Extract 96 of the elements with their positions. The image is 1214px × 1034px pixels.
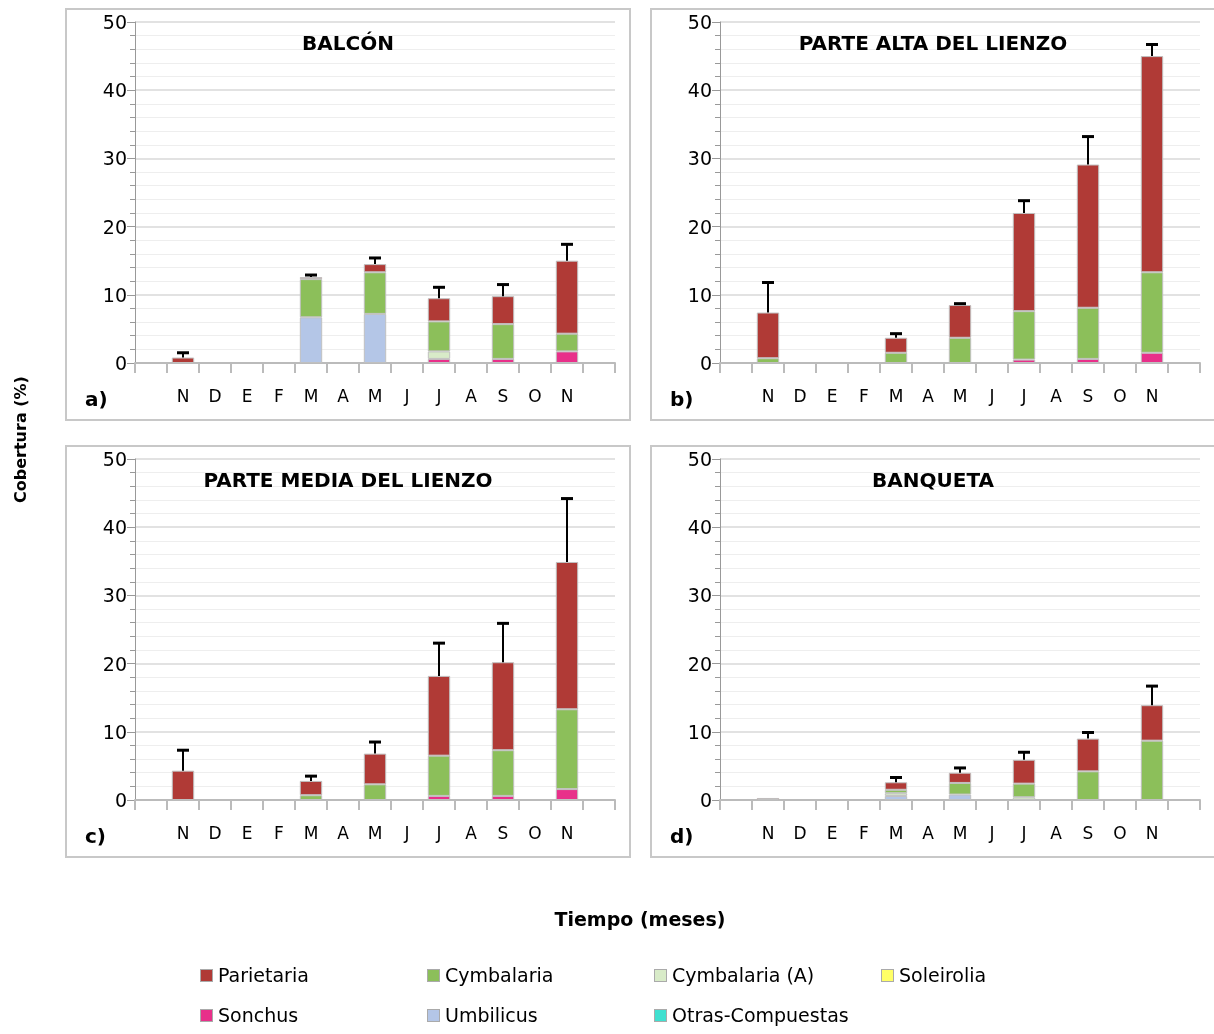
x-tick-label: D — [208, 822, 222, 843]
y-tick-label: 40 — [687, 79, 712, 102]
x-tick-label: F — [274, 385, 284, 406]
y-tick-label: 0 — [114, 789, 127, 811]
text: PARTE ALTA DEL LIENZO — [798, 31, 1068, 55]
legend-label: Otras-Compuestas — [672, 1004, 849, 1026]
y-tick-label: 40 — [102, 79, 127, 102]
x-tick-label: M — [367, 385, 383, 406]
text: c) — [85, 824, 106, 848]
x-tick-label: A — [1050, 385, 1063, 406]
y-tick-label: 30 — [687, 584, 712, 607]
y-tick-label: 0 — [699, 789, 712, 811]
y-tick-label: 30 — [102, 147, 127, 170]
bar — [756, 312, 780, 359]
x-tick-label: A — [465, 385, 478, 406]
y-tick-label: 20 — [687, 215, 712, 238]
x-tick-label: O — [1113, 385, 1127, 406]
y-tick-label: 10 — [102, 720, 127, 743]
x-tick-label: O — [528, 385, 542, 406]
y-tick-label: 20 — [102, 215, 127, 238]
x-tick-label: E — [826, 822, 838, 843]
x-axis-title: Tiempo (meses) — [553, 908, 727, 930]
y-tick-label: 40 — [687, 516, 712, 539]
text: BALCÓN — [302, 31, 394, 55]
y-tick-label: 30 — [102, 584, 127, 607]
x-tick-label: S — [497, 822, 509, 843]
y-tick-label: 20 — [102, 652, 127, 675]
y-tick-label: 40 — [102, 516, 127, 539]
x-tick-label: E — [241, 822, 253, 843]
y-axis-title: Cobertura (%) — [10, 375, 30, 505]
x-tick-label: A — [337, 822, 350, 843]
text: BANQUETA — [872, 468, 995, 492]
y-tick-label: 20 — [687, 652, 712, 675]
y-tick-label: 0 — [699, 352, 712, 374]
x-tick-label: N — [176, 385, 190, 406]
text: PARTE MEDIA DEL LIENZO — [203, 468, 493, 492]
x-tick-label: D — [208, 385, 222, 406]
x-tick-label: A — [1050, 822, 1063, 843]
y-tick-label: 50 — [687, 11, 712, 33]
y-tick-label: 50 — [687, 448, 712, 470]
text: d) — [670, 824, 694, 848]
x-tick-label: J — [435, 385, 442, 406]
x-tick-label: N — [176, 822, 190, 843]
x-tick-label: S — [1082, 385, 1094, 406]
x-tick-label: N — [1145, 385, 1159, 406]
legend-label: Parietaria — [218, 964, 309, 986]
x-tick-label: J — [988, 385, 995, 406]
text: b) — [670, 387, 694, 411]
x-tick-label: F — [859, 822, 869, 843]
x-tick-label: J — [435, 822, 442, 843]
x-tick-label: M — [952, 822, 968, 843]
x-tick-label: J — [1020, 385, 1027, 406]
x-tick-label: D — [793, 385, 807, 406]
x-tick-label: M — [952, 385, 968, 406]
x-tick-label: O — [528, 822, 542, 843]
text: a) — [85, 387, 108, 411]
legend-label: Soleirolia — [899, 964, 987, 986]
x-tick-label: J — [403, 822, 410, 843]
x-tick-label: N — [761, 385, 775, 406]
x-tick-label: S — [497, 385, 509, 406]
x-tick-label: N — [560, 822, 574, 843]
legend-label: Cymbalaria (A) — [672, 964, 815, 986]
x-tick-label: N — [560, 385, 574, 406]
x-tick-label: M — [888, 385, 904, 406]
bar — [299, 780, 323, 796]
x-tick-label: F — [859, 385, 869, 406]
x-tick-label: O — [1113, 822, 1127, 843]
x-tick-label: J — [403, 385, 410, 406]
y-tick-label: 50 — [102, 448, 127, 470]
y-tick-label: 10 — [687, 720, 712, 743]
x-tick-label: F — [274, 822, 284, 843]
x-tick-label: M — [367, 822, 383, 843]
x-tick-label: M — [888, 822, 904, 843]
legend-label: Cymbalaria — [445, 964, 554, 986]
legend-label: Sonchus — [218, 1004, 299, 1026]
x-tick-label: A — [922, 822, 935, 843]
x-tick-label: J — [1020, 822, 1027, 843]
x-tick-label: M — [303, 822, 319, 843]
x-tick-label: J — [988, 822, 995, 843]
y-tick-label: 30 — [687, 147, 712, 170]
x-tick-label: A — [465, 822, 478, 843]
y-tick-label: 10 — [687, 283, 712, 306]
x-tick-label: M — [303, 385, 319, 406]
y-tick-label: 10 — [102, 283, 127, 306]
y-tick-label: 50 — [102, 11, 127, 33]
y-tick-label: 0 — [114, 352, 127, 374]
bar — [884, 782, 908, 790]
x-tick-label: A — [337, 385, 350, 406]
x-tick-label: S — [1082, 822, 1094, 843]
x-tick-label: D — [793, 822, 807, 843]
legend-label: Umbilicus — [445, 1004, 538, 1026]
x-tick-label: N — [1145, 822, 1159, 843]
x-tick-label: A — [922, 385, 935, 406]
x-tick-label: N — [761, 822, 775, 843]
x-tick-label: E — [241, 385, 253, 406]
x-tick-label: E — [826, 385, 838, 406]
